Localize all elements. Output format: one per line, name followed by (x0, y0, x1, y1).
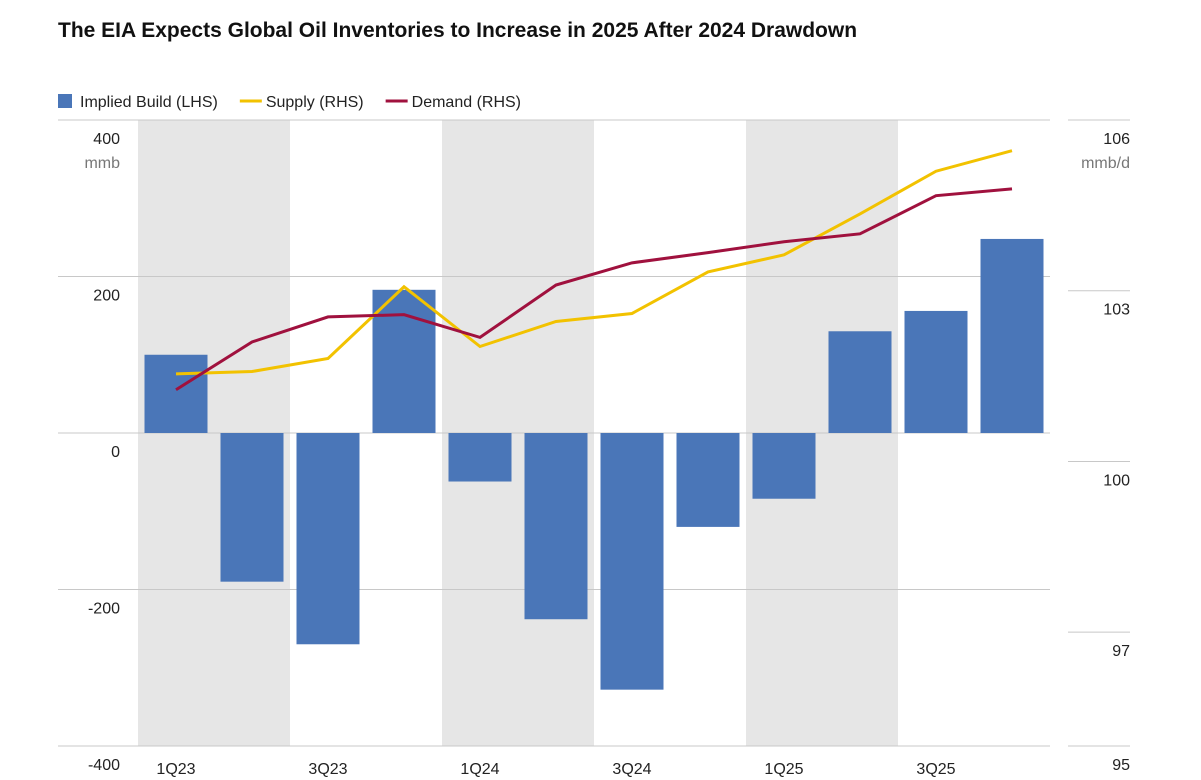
bar (144, 354, 208, 433)
legend-swatch (58, 94, 72, 108)
bar (600, 433, 664, 690)
y2-axis-label: mmb/d (1081, 155, 1130, 172)
bar (524, 433, 588, 620)
chart-title: The EIA Expects Global Oil Inventories t… (58, 19, 857, 42)
y2-tick-label: 103 (1103, 302, 1130, 319)
y2-tick-label: 97 (1112, 643, 1130, 660)
bar (904, 310, 968, 433)
x-tick-label: 1Q25 (764, 761, 803, 778)
bar (220, 433, 284, 582)
x-tick-label: 3Q24 (612, 761, 651, 778)
legend-label: Supply (RHS) (266, 94, 364, 111)
bar (372, 289, 436, 433)
y-axis-label: mmb (84, 155, 120, 172)
y-tick-label: 400 (93, 131, 120, 148)
line (175, 149, 1013, 376)
bar (980, 238, 1044, 433)
x-tick-label: 3Q23 (308, 761, 347, 778)
bar (828, 331, 892, 433)
bar (676, 433, 740, 527)
legend-label: Demand (RHS) (412, 94, 521, 111)
y2-tick-label: 95 (1112, 757, 1130, 774)
y-tick-label: 0 (111, 444, 120, 461)
x-tick-label: 1Q23 (156, 761, 195, 778)
y-tick-label: 200 (93, 288, 120, 305)
bar (448, 433, 512, 482)
x-tick-label: 1Q24 (460, 761, 499, 778)
y-tick-label: -400 (88, 757, 120, 774)
bar (296, 433, 360, 645)
legend-label: Implied Build (LHS) (80, 94, 218, 111)
line (175, 187, 1013, 392)
y-tick-label: -200 (88, 601, 120, 618)
bar (752, 433, 816, 499)
y2-tick-label: 106 (1103, 131, 1130, 148)
y2-tick-label: 100 (1103, 472, 1130, 489)
x-tick-label: 3Q25 (916, 761, 955, 778)
